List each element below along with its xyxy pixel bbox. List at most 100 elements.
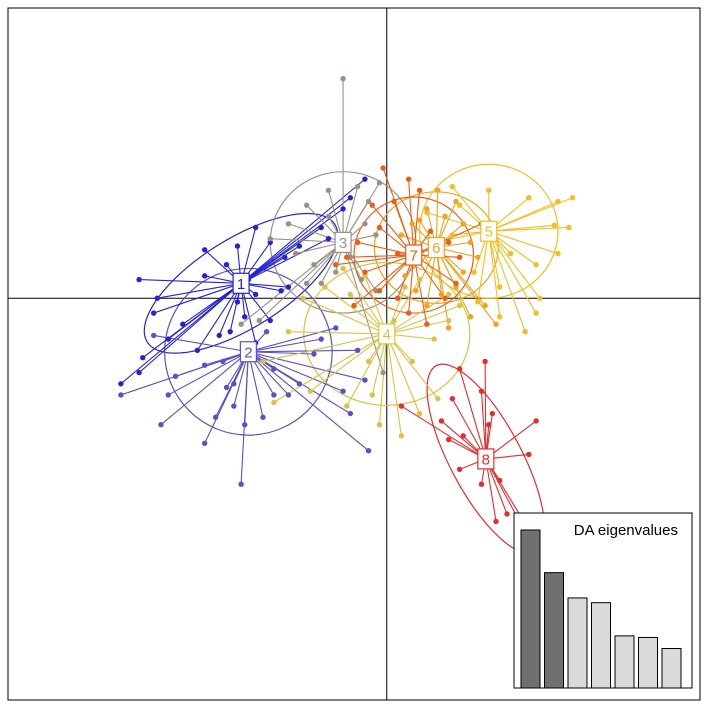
spoke-group-8 — [480, 391, 487, 459]
spoke-group-4 — [378, 333, 388, 425]
point-group-1 — [347, 195, 354, 201]
point-group-5 — [555, 198, 561, 205]
spoke-group-4 — [262, 333, 387, 362]
point-group-3 — [293, 250, 299, 257]
point-group-2 — [340, 388, 346, 394]
point-group-3 — [267, 235, 273, 242]
spoke-group-4 — [386, 305, 460, 335]
spoke-group-8 — [484, 361, 487, 459]
spoke-group-1 — [240, 238, 329, 284]
point-group-3 — [376, 180, 383, 186]
spoke-group-8 — [401, 405, 487, 460]
centroid-label-text: 2 — [244, 344, 252, 361]
point-group-7 — [424, 321, 430, 327]
point-group-8 — [493, 518, 499, 525]
centroid-label-box — [232, 272, 250, 294]
point-group-5 — [537, 295, 543, 301]
point-group-6 — [445, 325, 452, 331]
spoke-group-6 — [435, 247, 450, 329]
point-group-3 — [325, 187, 332, 194]
spoke-group-1 — [167, 282, 242, 340]
centroid-label-box — [239, 341, 257, 363]
spoke-group-4 — [386, 333, 421, 414]
point-group-1 — [267, 239, 273, 246]
point-group-1 — [223, 262, 230, 268]
point-group-3 — [303, 280, 310, 287]
point-group-1 — [201, 247, 208, 253]
point-group-8 — [526, 451, 532, 458]
point-group-4 — [398, 433, 405, 439]
spoke-group-4 — [302, 297, 387, 335]
ellipse-group-1 — [143, 212, 339, 354]
spoke-group-4 — [288, 331, 387, 335]
point-group-1 — [362, 176, 368, 182]
spoke-group-1 — [196, 283, 242, 351]
point-group-2 — [271, 392, 277, 398]
point-group-5 — [456, 202, 463, 208]
spoke-group-3 — [288, 223, 344, 243]
point-group-7 — [405, 176, 412, 182]
point-group-2 — [231, 403, 237, 409]
point-group-6 — [413, 288, 419, 294]
centroid-label-box — [405, 244, 423, 266]
point-group-4 — [365, 358, 372, 365]
spoke-group-1 — [139, 279, 242, 284]
point-group-2 — [296, 381, 303, 387]
point-group-1 — [150, 310, 157, 316]
centroid-label-4: 4 — [378, 323, 396, 345]
point-group-4 — [307, 388, 313, 394]
point-group-1 — [136, 276, 142, 283]
point-group-5 — [569, 195, 576, 201]
centroid-label-text: 5 — [485, 224, 493, 241]
point-group-3 — [238, 321, 244, 327]
spoke-group-1 — [153, 282, 242, 314]
spoke-group-7 — [413, 254, 428, 325]
point-group-2 — [118, 392, 124, 398]
point-group-8 — [438, 418, 445, 424]
spoke-group-3 — [270, 238, 344, 243]
point-group-1 — [278, 288, 284, 294]
point-group-2 — [238, 481, 244, 487]
point-group-7 — [453, 280, 459, 287]
spoke-group-2 — [160, 351, 249, 426]
point-group-2 — [201, 440, 208, 446]
point-group-4 — [300, 295, 306, 301]
point-group-2 — [263, 328, 270, 335]
spoke-group-2 — [248, 338, 322, 353]
point-group-1 — [180, 321, 186, 327]
point-group-7 — [362, 269, 368, 275]
point-group-1 — [118, 381, 124, 387]
point-group-8 — [445, 436, 452, 443]
spoke-group-6 — [435, 247, 497, 325]
inset-title: DA eigenvalues — [574, 522, 678, 539]
point-group-5 — [471, 269, 477, 275]
point-group-4 — [445, 317, 452, 324]
point-group-5 — [486, 187, 492, 194]
spoke-group-2 — [248, 351, 344, 392]
point-group-2 — [172, 373, 179, 380]
point-group-4 — [340, 265, 346, 272]
spoke-group-2 — [248, 349, 358, 353]
point-group-6 — [467, 239, 474, 246]
point-group-7 — [427, 228, 434, 234]
point-group-6 — [475, 254, 481, 260]
point-group-3 — [318, 280, 324, 287]
point-group-7 — [456, 254, 463, 260]
point-group-2 — [223, 384, 230, 391]
point-group-6 — [416, 217, 423, 223]
point-group-1 — [136, 369, 142, 376]
point-group-4 — [456, 302, 463, 309]
point-group-4 — [260, 358, 266, 365]
eigenvalue-inset: DA eigenvalues — [513, 512, 693, 689]
point-group-7 — [391, 198, 397, 205]
point-group-1 — [285, 284, 292, 290]
point-group-3 — [365, 198, 372, 205]
spoke-group-5 — [488, 231, 526, 332]
point-group-3 — [311, 262, 317, 268]
point-group-4 — [347, 291, 354, 298]
point-group-7 — [445, 239, 452, 246]
point-group-5 — [566, 224, 572, 231]
point-group-6 — [438, 291, 445, 298]
point-group-3 — [325, 213, 332, 220]
